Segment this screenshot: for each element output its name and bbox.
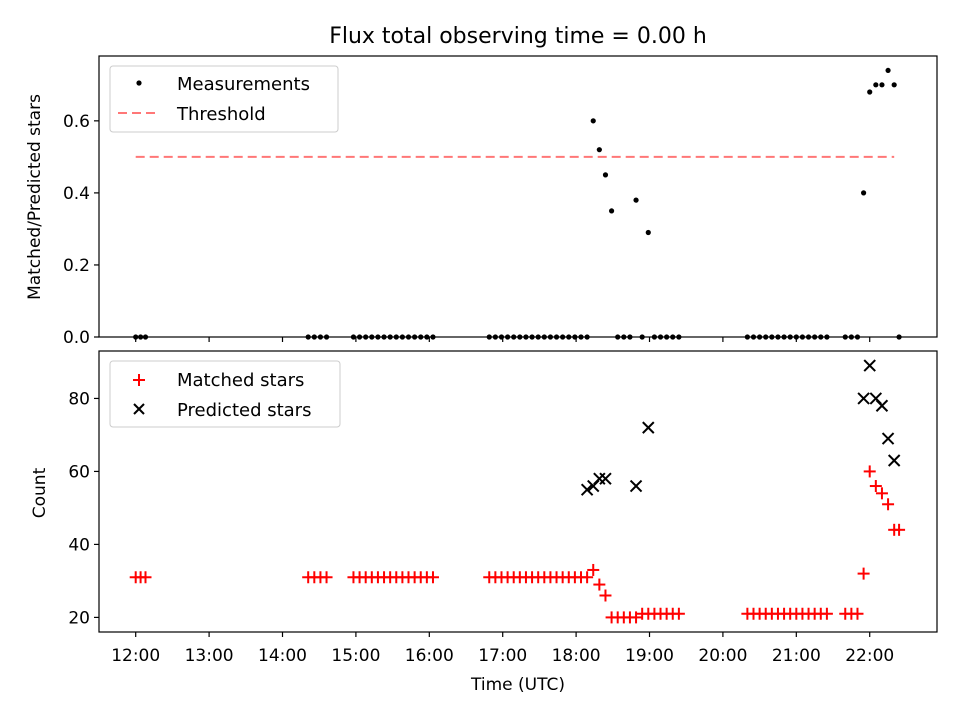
- data-point: [580, 483, 594, 496]
- y-tick-label: 0.6: [63, 112, 90, 132]
- data-point: [860, 190, 867, 196]
- top-y-axis-label: Matched/Predicted stars: [25, 94, 45, 300]
- data-point: [630, 611, 643, 624]
- data-point: [875, 487, 888, 500]
- data-point: [320, 571, 333, 584]
- data-point: [608, 208, 615, 214]
- x-tick-label: 20:00: [698, 646, 747, 666]
- data-point: [672, 607, 685, 620]
- data-point: [891, 82, 897, 88]
- top-panel: 0.0 0.2 0.4 0.6 Matched/Predicted stars Mea…: [25, 55, 938, 348]
- y-tick-label: 0.4: [63, 184, 90, 204]
- top-x-ticks: [135, 337, 871, 342]
- y-tick-label: 0.0: [63, 328, 90, 348]
- data-point: [820, 607, 833, 620]
- data-point: [602, 172, 609, 178]
- data-point: [139, 571, 152, 584]
- top-axes-frame: [98, 55, 938, 338]
- data-point: [881, 432, 895, 445]
- data-point: [599, 472, 612, 485]
- x-tick-label: 17:00: [478, 646, 527, 666]
- x-tick-label: 19:00: [625, 646, 674, 666]
- data-point: [645, 229, 651, 236]
- data-point: [633, 197, 639, 203]
- x-tick-label: 13:00: [185, 646, 234, 666]
- y-tick-label: 80: [68, 389, 90, 409]
- data-point: [875, 399, 889, 412]
- legend-measurements-marker: [136, 80, 142, 86]
- y-tick-label: 0.2: [63, 256, 90, 276]
- data-point: [426, 571, 439, 584]
- data-point: [857, 567, 870, 580]
- x-tick-label: 15:00: [331, 646, 380, 666]
- bottom-legend-box: [109, 360, 341, 428]
- bottom-y-axis-label: Count: [30, 467, 50, 518]
- data-point: [867, 89, 873, 95]
- data-point: [863, 465, 876, 478]
- y-tick-label: 60: [68, 462, 90, 482]
- data-point: [887, 454, 901, 467]
- data-point: [873, 82, 879, 88]
- data-point: [596, 147, 602, 153]
- series-predicted-stars: [580, 359, 901, 496]
- x-tick-label: 18:00: [552, 646, 601, 666]
- data-point: [642, 421, 655, 434]
- series-matched-stars: [129, 465, 906, 624]
- x-tick-label: 16:00: [405, 646, 454, 666]
- y-tick-label: 20: [68, 608, 90, 628]
- legend-measurements-label: Measurements: [177, 74, 310, 95]
- data-point: [851, 607, 864, 620]
- data-point: [869, 480, 882, 493]
- top-legend-box: [109, 65, 339, 133]
- bottom-axes-frame: [98, 350, 938, 633]
- data-point: [879, 82, 885, 88]
- data-point: [893, 523, 906, 536]
- data-point: [587, 563, 600, 576]
- legend-threshold-label: Threshold: [176, 104, 266, 125]
- bottom-y-ticks: 20 40 60 80: [68, 389, 99, 628]
- top-legend: Measurements Threshold: [109, 65, 339, 133]
- x-axis-label: Time (UTC): [470, 675, 565, 695]
- data-point: [863, 359, 876, 372]
- x-tick-label: 21:00: [772, 646, 821, 666]
- data-point: [593, 578, 606, 591]
- figure-title: Flux total observing time = 0.00 h: [329, 24, 707, 49]
- top-y-ticks: 0.0 0.2 0.4 0.6: [63, 112, 99, 348]
- x-tick-label: 14:00: [258, 646, 307, 666]
- x-tick-label: 12:00: [111, 646, 160, 666]
- x-tick-label: 22:00: [845, 646, 894, 666]
- data-point: [857, 392, 870, 405]
- data-point: [629, 479, 643, 493]
- bottom-data-layer: [129, 359, 906, 624]
- legend-matched-label: Matched stars: [177, 370, 304, 391]
- legend-matched-marker: [133, 374, 145, 386]
- data-point: [590, 118, 596, 124]
- data-point: [885, 67, 891, 74]
- data-point: [599, 589, 612, 602]
- legend-predicted-marker: [133, 403, 145, 415]
- data-point: [581, 571, 594, 584]
- y-tick-label: 40: [68, 535, 90, 555]
- data-point: [882, 498, 895, 511]
- bottom-legend: Matched stars Predicted stars: [109, 360, 341, 428]
- legend-predicted-label: Predicted stars: [177, 400, 311, 421]
- bottom-x-ticks: 12:00 13:00 14:00 15:00 16:00 17:00 18:00 19:00…: [111, 632, 894, 666]
